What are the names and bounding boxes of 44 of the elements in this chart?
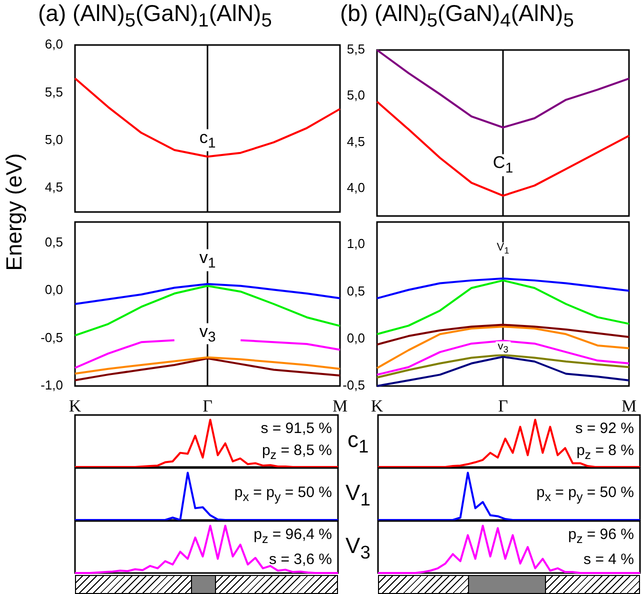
y-tick-label: 5,0 xyxy=(346,88,365,103)
x-tick-label: M xyxy=(332,396,348,416)
annotation: p$_{z}$ = 8,5 % xyxy=(262,442,332,462)
chart-title: (a) (AlN)$_{5}$(GaN)$_{1}$(AlN)$_{5}$ xyxy=(38,0,272,33)
annotation: p$_{x}$ = p$_{y}$ = 50 % xyxy=(536,484,634,504)
y-tick-label: 5,5 xyxy=(346,42,365,57)
y-tick-label: 0,0 xyxy=(346,330,365,346)
annotation: p$_{z}$ = 8 % xyxy=(576,442,634,462)
y-axis-title: V$_{3}$ xyxy=(346,532,370,563)
y-tick-label: 4,0 xyxy=(346,180,365,195)
annotation: s = 4 % xyxy=(584,550,634,568)
annotation: p$_{z}$ = 96 % xyxy=(568,526,634,546)
annotation: C$_{1}$ xyxy=(490,153,516,177)
x-tick-label: K xyxy=(68,396,82,416)
y-axis-title: c$_{1}$ xyxy=(348,426,369,457)
y-tick-label: -0,5 xyxy=(40,330,63,345)
x-tick-label: M xyxy=(621,396,637,416)
x-tick-label: K xyxy=(370,396,384,416)
x-tick-label: Γ xyxy=(498,396,508,416)
annotation: p$_{x}$ = p$_{y}$ = 50 % xyxy=(234,484,332,504)
chart-title: (b) (AlN)$_{5}$(GaN)$_{4}$(AlN)$_{5}$ xyxy=(340,0,574,33)
y-axis-title: Energy (eV) xyxy=(1,153,28,271)
annotation: v$_{3}$ xyxy=(197,322,218,346)
annotation: s = 92 % xyxy=(575,420,634,436)
y-axis-title: V$_{1}$ xyxy=(346,480,370,510)
y-tick-label: 6,0 xyxy=(44,36,63,52)
y-tick-label: 0,5 xyxy=(346,283,365,298)
annotation: v$_{3}$ xyxy=(496,340,510,354)
y-tick-label: 5,0 xyxy=(44,132,63,148)
annotation: s = 3,6 % xyxy=(269,550,332,568)
x-tick-label: Γ xyxy=(202,396,213,416)
annotation: s = 91,5 % xyxy=(260,420,332,436)
y-tick-label: 0,5 xyxy=(44,234,63,250)
annotation: V$_{1}$ xyxy=(494,242,512,256)
y-tick-label: 4,5 xyxy=(346,134,365,149)
y-tick-label: -1,0 xyxy=(40,378,63,393)
y-tick-label: 1,0 xyxy=(346,236,365,252)
annotation: p$_{z}$ = 96,4 % xyxy=(254,526,332,546)
y-tick-label: 5,5 xyxy=(44,84,63,100)
y-tick-label: 0,0 xyxy=(44,282,63,298)
y-tick-label: 4,5 xyxy=(44,180,63,195)
annotation: c$_{1}$ xyxy=(197,128,218,152)
annotation: v$_{1}$ xyxy=(197,248,218,272)
y-tick-label: -0,5 xyxy=(342,378,365,393)
